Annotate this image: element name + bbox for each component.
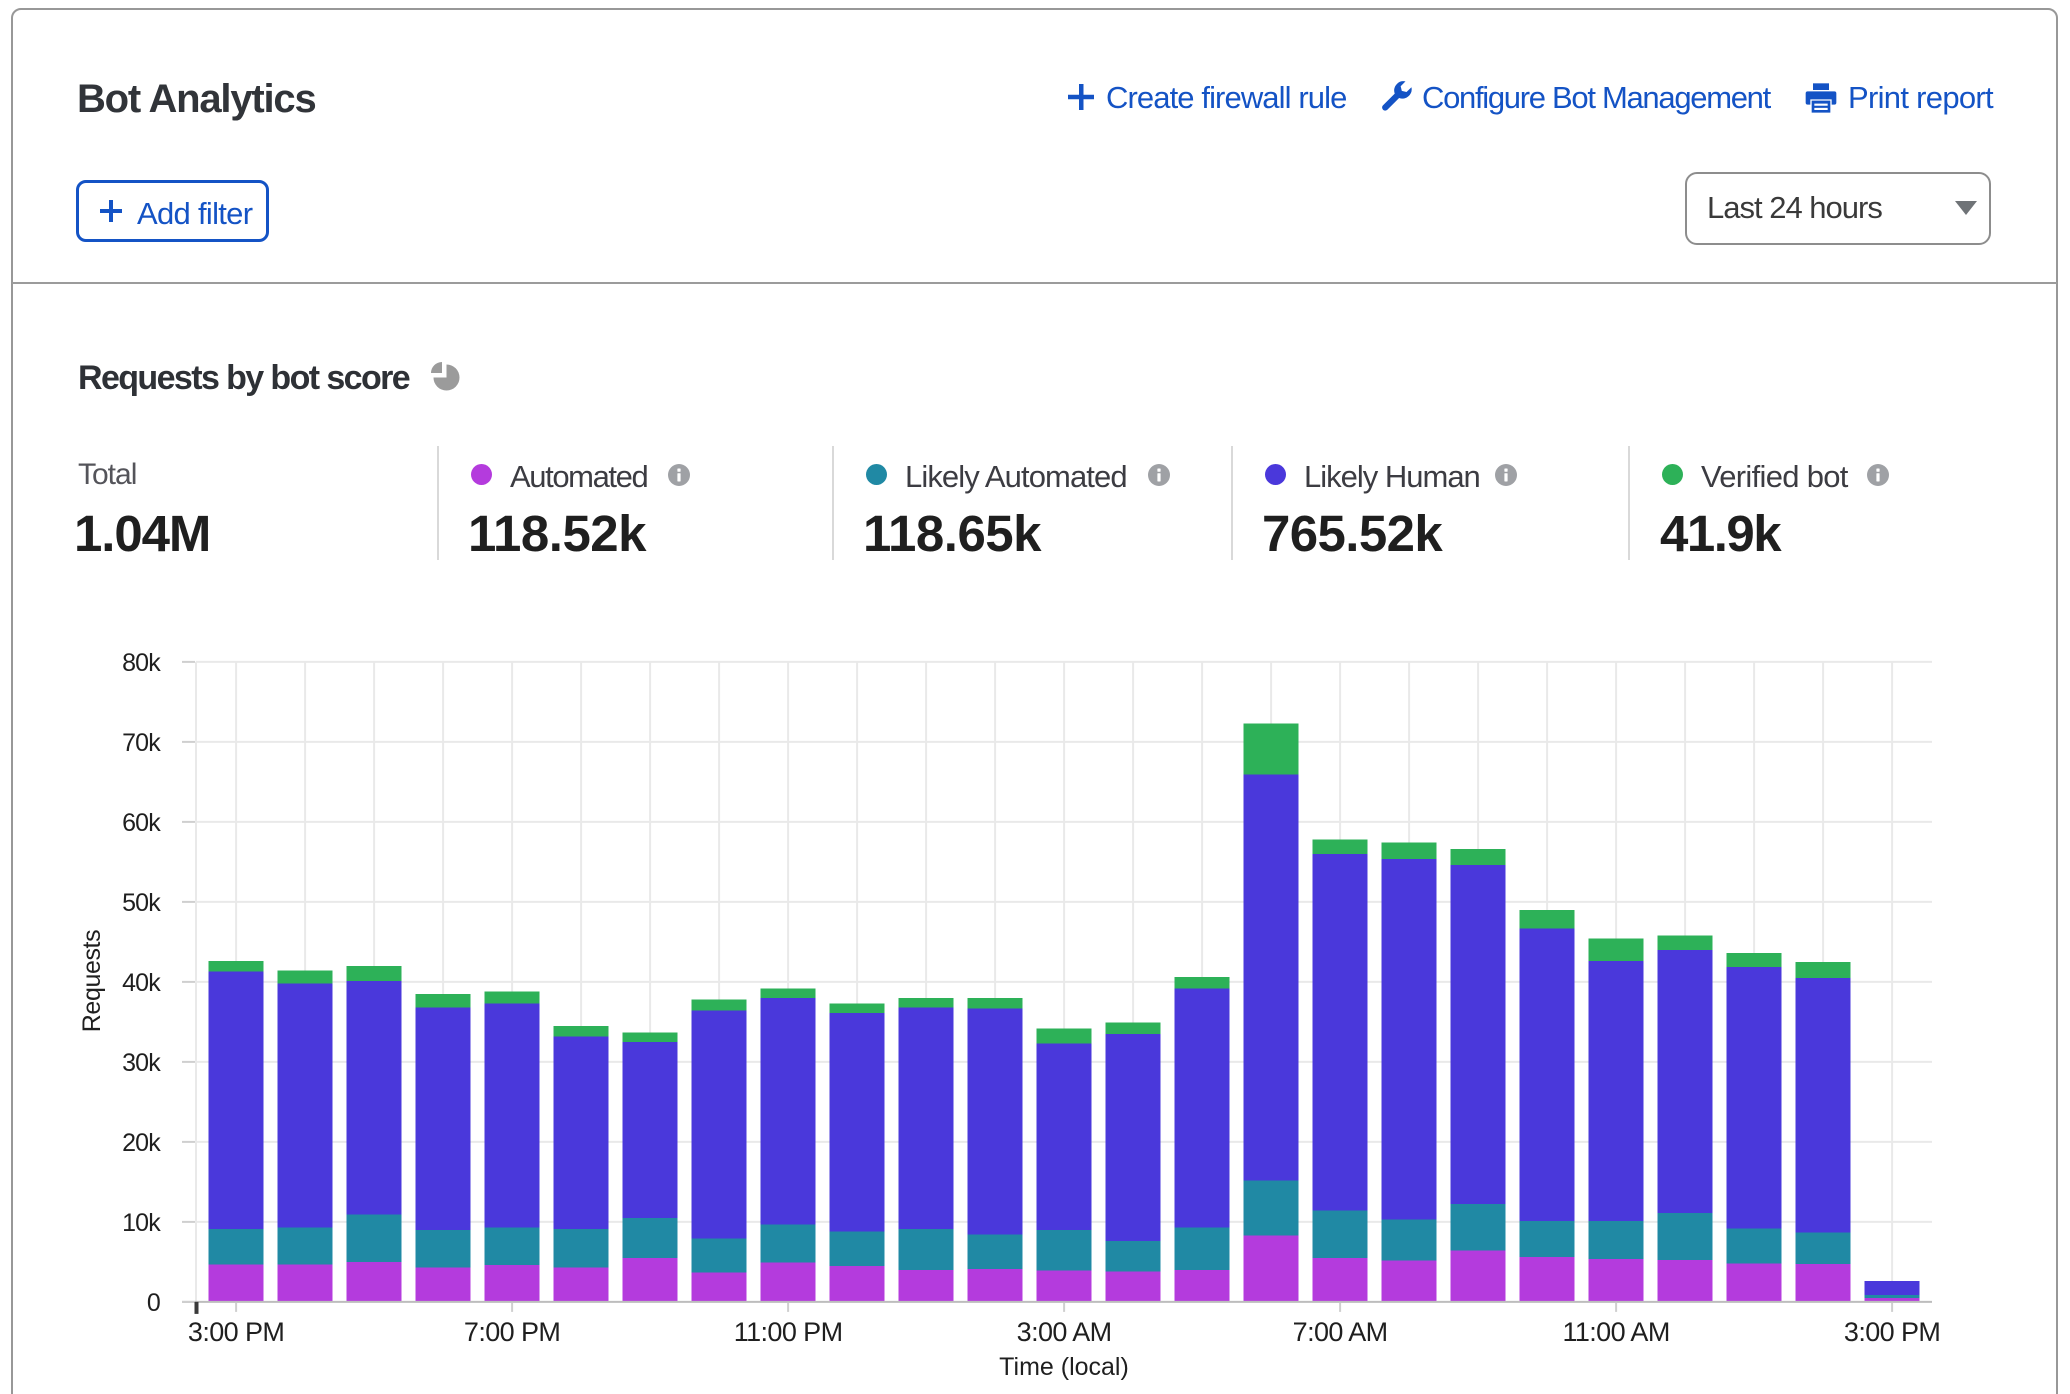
svg-text:40k: 40k	[122, 969, 161, 997]
svg-text:7:00 AM: 7:00 AM	[1293, 1317, 1388, 1347]
svg-text:Requests: Requests	[78, 930, 106, 1032]
svg-text:7:00 PM: 7:00 PM	[464, 1317, 560, 1347]
svg-text:11:00 AM: 11:00 AM	[1562, 1317, 1669, 1347]
svg-text:3:00 AM: 3:00 AM	[1017, 1317, 1112, 1347]
svg-text:70k: 70k	[122, 729, 161, 757]
svg-text:80k: 80k	[122, 649, 161, 677]
svg-text:20k: 20k	[122, 1129, 161, 1157]
svg-text:0: 0	[147, 1289, 160, 1317]
svg-text:30k: 30k	[122, 1049, 161, 1077]
svg-text:11:00 PM: 11:00 PM	[734, 1317, 843, 1347]
svg-text:60k: 60k	[122, 809, 161, 837]
svg-text:50k: 50k	[122, 889, 161, 917]
svg-text:3:00 PM: 3:00 PM	[1844, 1317, 1940, 1347]
svg-text:Time (local): Time (local)	[999, 1353, 1129, 1381]
svg-text:10k: 10k	[122, 1209, 161, 1237]
svg-text:3:00 PM: 3:00 PM	[188, 1317, 284, 1347]
